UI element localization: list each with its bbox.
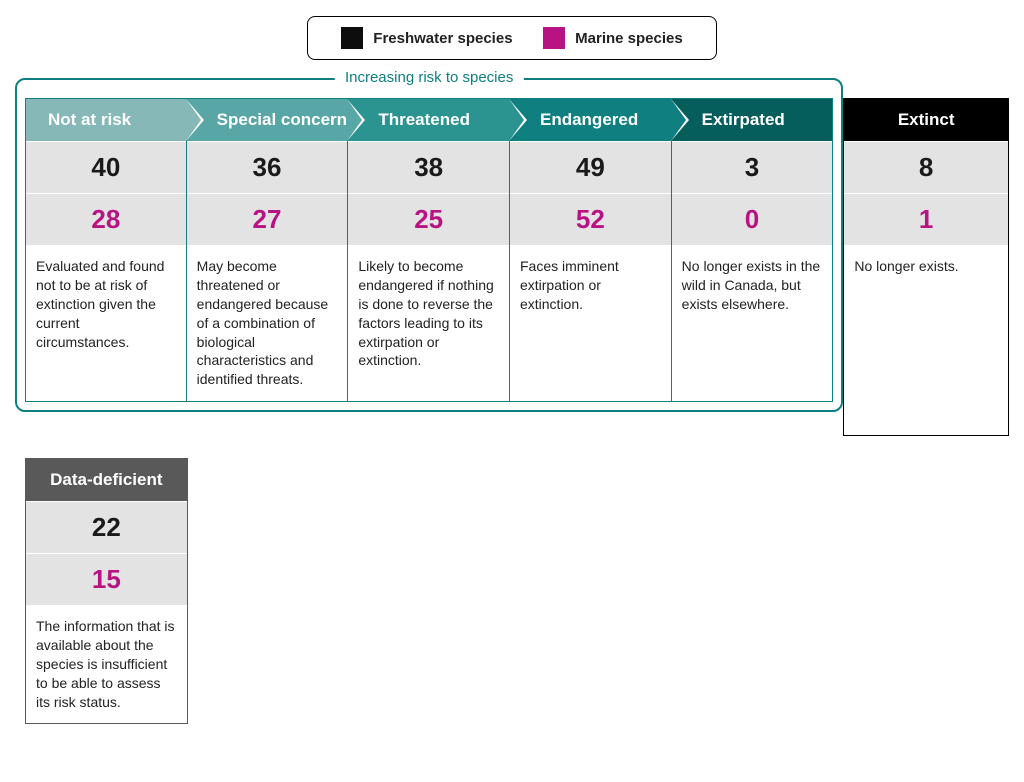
desc: The information that is available about … [26, 605, 187, 723]
col-endangered: Endangered 49 52 Faces imminent extirpat… [510, 98, 672, 402]
header-label: Endangered [540, 110, 638, 130]
marine-value: 28 [26, 193, 186, 245]
col-special-concern: Special concern 36 27 May become threate… [187, 98, 349, 402]
desc: May become threatened or endangered beca… [187, 245, 348, 401]
desc: No longer exists in the wild in Canada, … [672, 245, 833, 401]
freshwater-swatch [341, 27, 363, 49]
fresh-value: 8 [844, 141, 1008, 193]
fresh-value: 40 [26, 141, 186, 193]
legend-marine-label: Marine species [575, 30, 683, 47]
fresh-value: 22 [26, 501, 187, 553]
legend-marine: Marine species [543, 27, 683, 49]
fresh-value: 36 [187, 141, 348, 193]
col-extirpated: Extirpated 3 0 No longer exists in the w… [672, 98, 834, 402]
header-label: Extinct [898, 110, 955, 130]
marine-value: 25 [348, 193, 509, 245]
header-threatened: Threatened [348, 99, 509, 141]
desc: Faces imminent extirpation or extinction… [510, 245, 671, 401]
risk-label: Increasing risk to species [335, 69, 523, 86]
header-label: Special concern [217, 110, 347, 130]
header-label: Data-deficient [50, 470, 162, 490]
categories-row: Increasing risk to species Not at risk 4… [15, 78, 1009, 436]
data-deficient-block: Data-deficient 22 15 The information tha… [25, 458, 188, 724]
desc: No longer exists. [844, 245, 1008, 435]
col-not-at-risk: Not at risk 40 28 Evaluated and found no… [25, 98, 187, 402]
marine-value: 52 [510, 193, 671, 245]
header-not-at-risk: Not at risk [26, 99, 186, 141]
header-extinct: Extinct [844, 99, 1008, 141]
header-label: Not at risk [48, 110, 131, 130]
fresh-value: 38 [348, 141, 509, 193]
legend: Freshwater species Marine species [307, 16, 717, 60]
col-extinct: Extinct 8 1 No longer exists. [843, 98, 1009, 436]
risk-frame: Increasing risk to species Not at risk 4… [15, 78, 843, 412]
header-extirpated: Extirpated [672, 99, 833, 141]
fresh-value: 49 [510, 141, 671, 193]
header-endangered: Endangered [510, 99, 671, 141]
fresh-value: 3 [672, 141, 833, 193]
desc: Likely to become endangered if nothing i… [348, 245, 509, 401]
marine-swatch [543, 27, 565, 49]
legend-freshwater: Freshwater species [341, 27, 512, 49]
marine-value: 27 [187, 193, 348, 245]
desc: Evaluated and found not to be at risk of… [26, 245, 186, 401]
header-data-deficient: Data-deficient [26, 459, 187, 501]
header-special-concern: Special concern [187, 99, 348, 141]
marine-value: 1 [844, 193, 1008, 245]
marine-value: 15 [26, 553, 187, 605]
legend-freshwater-label: Freshwater species [373, 30, 512, 47]
header-label: Threatened [378, 110, 470, 130]
col-threatened: Threatened 38 25 Likely to become endang… [348, 98, 510, 402]
header-label: Extirpated [702, 110, 785, 130]
marine-value: 0 [672, 193, 833, 245]
